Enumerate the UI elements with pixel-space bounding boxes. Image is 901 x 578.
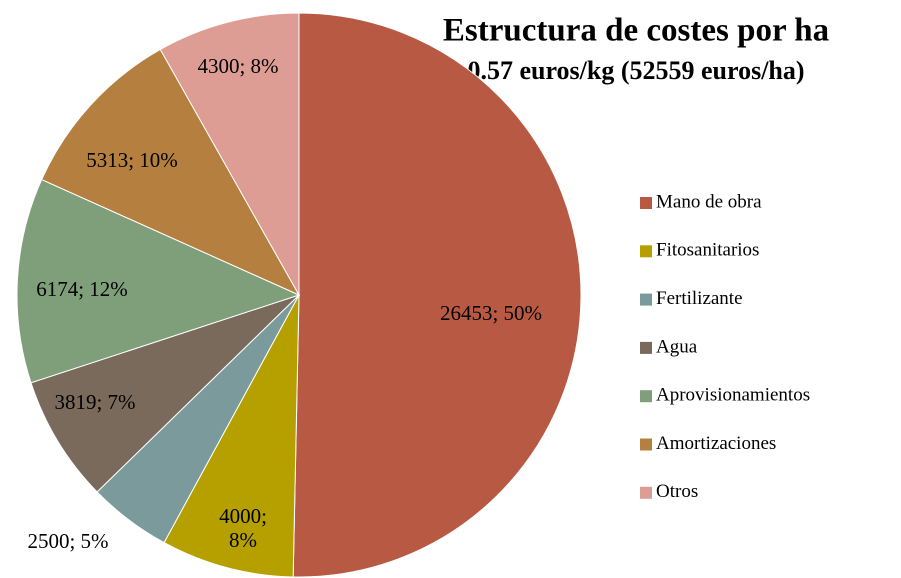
legend-swatch [640,341,652,354]
legend-label: Fitosanitarios [656,240,759,261]
legend-label: Amortizaciones [656,433,776,454]
data-label: 26453; 50% [439,300,543,325]
legend-swatch [640,197,652,209]
pie-slice [30,294,300,493]
data-label: 6174; 12% [36,276,128,301]
data-label: 2500; 5% [27,528,109,553]
chart-title: Estructura de costes por ha [443,13,829,49]
legend-swatch [640,293,652,306]
pie-slice [163,294,300,578]
legend-label: Fertilizante [656,288,743,309]
legend-swatch [640,390,652,403]
pie-slice [292,12,582,578]
data-label: 4300; 8% [197,53,279,78]
legend-swatch [640,245,652,258]
chart-subtitle: 0.57 euros/kg (52559 euros/ha) [467,56,804,85]
pie-slice [41,48,301,297]
pie-slice [16,178,301,384]
legend-label: Mano de obra [656,191,762,212]
legend-label: Otros [656,481,698,502]
legend-swatch [640,438,652,451]
data-label: 4000; 8% [219,503,267,552]
data-label: 5313; 10% [86,147,178,172]
legend-label: Aprovisionamientos [656,385,810,406]
data-label: 3819; 7% [54,389,136,414]
legend-label: Agua [656,336,698,357]
legend-swatch [640,486,652,499]
pie-slice [159,12,300,297]
